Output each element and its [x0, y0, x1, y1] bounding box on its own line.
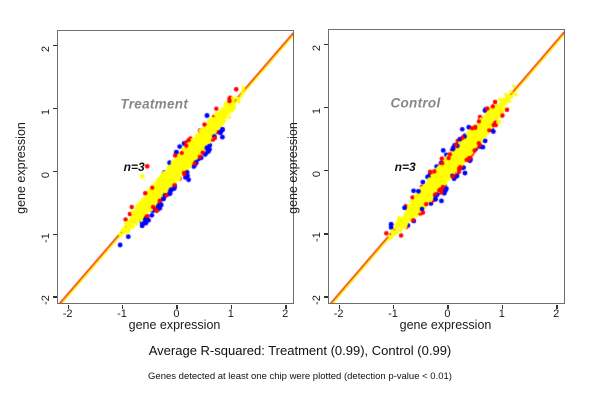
x-tick-label: 0: [444, 308, 451, 320]
treatment-x-axis-label: gene expression: [128, 318, 221, 332]
treatment-scatter-canvas: [58, 31, 293, 303]
treatment-panel-label: Treatment: [120, 96, 189, 112]
control-n-annotation: n=3: [394, 159, 416, 174]
x-tick-label: -1: [117, 308, 127, 320]
y-tick-mark: [324, 296, 328, 298]
x-tick-label: 1: [227, 308, 234, 320]
x-tick-label: -1: [388, 308, 398, 320]
x-tick-label: -2: [62, 308, 73, 320]
y-tick-mark: [53, 296, 57, 298]
control-x-axis-label: gene expression: [399, 318, 492, 332]
x-tick-label: 2: [282, 308, 289, 320]
y-tick-mark: [53, 170, 57, 172]
y-tick-mark: [324, 170, 328, 172]
x-tick-mark: [230, 304, 233, 309]
control-panel-label: Control: [390, 95, 441, 111]
treatment-n-annotation: n=3: [123, 160, 145, 174]
y-tick-mark: [53, 233, 57, 235]
x-tick-label: 1: [498, 308, 505, 320]
y-tick-mark: [324, 106, 328, 109]
y-tick-mark: [53, 107, 57, 109]
x-tick-label: -2: [333, 308, 344, 320]
x-tick-mark: [338, 304, 340, 309]
x-tick-mark: [67, 304, 69, 309]
x-tick-label: 0: [173, 308, 180, 320]
detection-note-caption: Genes detected at least one chip were pl…: [148, 371, 452, 382]
y-tick-mark: [324, 233, 328, 235]
control-plot-box: Control n=3: [328, 29, 565, 304]
control-scatter-canvas: [329, 30, 564, 303]
y-tick-mark: [324, 43, 328, 45]
x-tick-mark: [285, 304, 287, 309]
r-squared-caption: Average R-squared: Treatment (0.99), Con…: [148, 343, 452, 358]
x-tick-mark: [122, 304, 124, 309]
x-tick-mark: [176, 304, 178, 309]
treatment-plot-box: Treatment n=3: [57, 30, 294, 304]
x-tick-mark: [501, 304, 504, 309]
y-tick-mark: [53, 44, 57, 46]
x-tick-mark: [393, 304, 395, 309]
x-tick-mark: [556, 304, 558, 309]
x-tick-mark: [447, 304, 449, 309]
x-tick-label: 2: [553, 308, 560, 320]
